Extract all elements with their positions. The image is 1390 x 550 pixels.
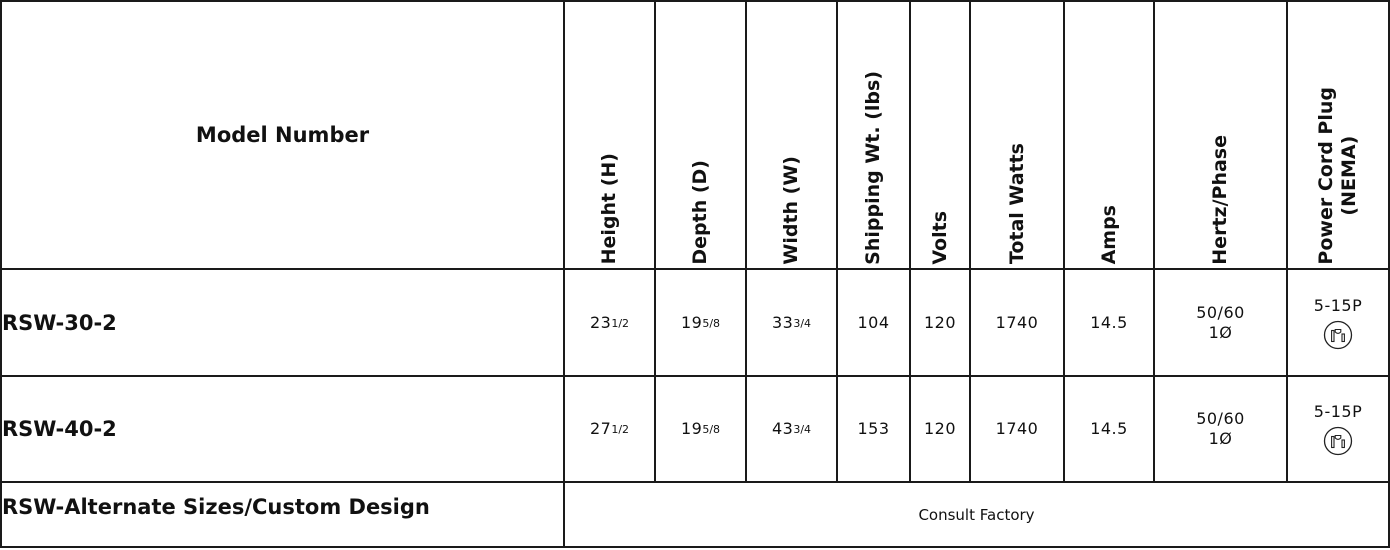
header-total-watts: Total Watts <box>969 0 1065 271</box>
shipping-weight-value: 104 <box>836 268 911 377</box>
header-amps: Amps <box>1063 0 1155 271</box>
header-shipping-weight: Shipping Wt. (lbs) <box>836 0 911 271</box>
nema-5-15-plug-icon <box>1323 426 1353 456</box>
header-row: Model Number Height (H) Depth (D) Width … <box>0 0 1390 271</box>
amps-value: 14.5 <box>1063 374 1155 484</box>
model-number: RSW-40-2 <box>0 374 565 484</box>
table-row-alternate: RSW-Alternate Sizes/Custom Design Consul… <box>0 481 1390 548</box>
table-row: RSW-40-2 271/2 195/8 433/4 153 120 1740 … <box>0 374 1390 484</box>
total-watts-value: 1740 <box>969 374 1065 484</box>
header-depth: Depth (D) <box>654 0 747 271</box>
header-height: Height (H) <box>563 0 656 271</box>
height-value: 231/2 <box>563 268 656 377</box>
height-value: 271/2 <box>563 374 656 484</box>
header-model-number: Model Number <box>0 0 565 271</box>
header-volts: Volts <box>909 0 971 271</box>
hertz-phase-value: 50/60 1Ø <box>1153 268 1288 377</box>
volts-value: 120 <box>909 374 971 484</box>
header-hertz-phase: Hertz/Phase <box>1153 0 1288 271</box>
model-number-alternate: RSW-Alternate Sizes/Custom Design <box>0 481 565 548</box>
consult-factory-note: Consult Factory <box>563 481 1390 548</box>
shipping-weight-value: 153 <box>836 374 911 484</box>
header-width: Width (W) <box>745 0 838 271</box>
table-row: RSW-30-2 231/2 195/8 333/4 104 120 1740 … <box>0 268 1390 377</box>
model-number: RSW-30-2 <box>0 268 565 377</box>
hertz-phase-value: 50/60 1Ø <box>1153 374 1288 484</box>
amps-value: 14.5 <box>1063 268 1155 377</box>
volts-value: 120 <box>909 268 971 377</box>
total-watts-value: 1740 <box>969 268 1065 377</box>
header-power-cord-plug: Power Cord Plug (NEMA) <box>1286 0 1390 271</box>
power-cord-plug-value: 5-15P <box>1286 268 1390 377</box>
depth-value: 195/8 <box>654 374 747 484</box>
depth-value: 195/8 <box>654 268 747 377</box>
width-value: 433/4 <box>745 374 838 484</box>
power-cord-plug-value: 5-15P <box>1286 374 1390 484</box>
nema-5-15-plug-icon <box>1323 320 1353 349</box>
width-value: 333/4 <box>745 268 838 377</box>
